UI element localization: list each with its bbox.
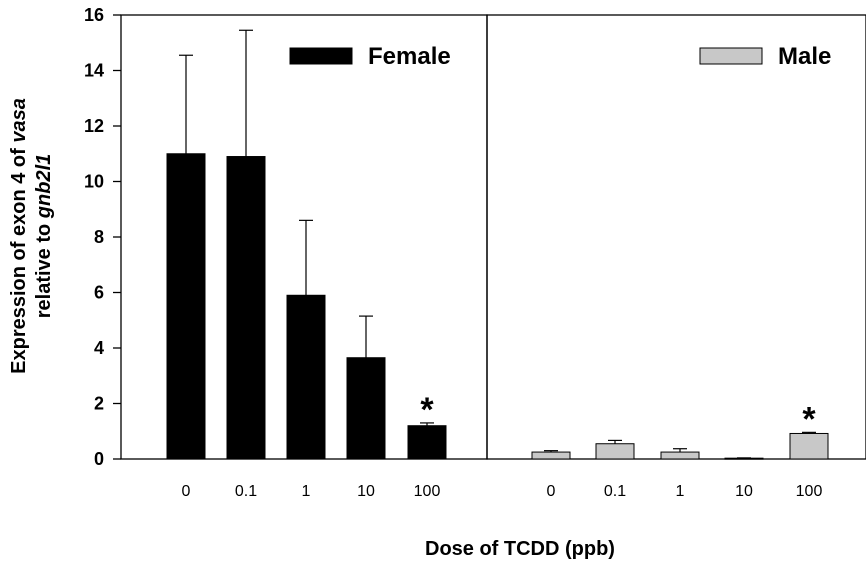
y-tick-label: 2 <box>94 394 104 414</box>
x-tick-label: 0.1 <box>604 483 626 500</box>
legend-swatch-female <box>289 47 353 65</box>
bar-female-0 <box>166 153 206 460</box>
bar-male-1 <box>660 451 700 460</box>
bar-female-10 <box>346 357 386 460</box>
bar-male-0 <box>531 451 571 460</box>
x-axis-label: Dose of TCDD (ppb) <box>425 538 615 560</box>
y-tick-label: 8 <box>94 227 104 247</box>
y-tick-label: 16 <box>84 5 104 25</box>
bar-male-0.1 <box>595 443 635 460</box>
bars-group: * * <box>166 29 829 460</box>
panel-frame-1 <box>486 14 866 460</box>
x-axis-ticks: 0 0.1 1 10 100 0 0.1 1 10 100 <box>182 483 823 500</box>
bar-male-100 <box>789 432 829 460</box>
x-tick-label: 10 <box>735 483 753 500</box>
y-tick-label: 0 <box>94 449 104 469</box>
legend-swatch-male <box>699 47 763 65</box>
legends: Female Male <box>289 43 831 70</box>
y-tick-label: 14 <box>84 61 104 81</box>
legend-label-female: Female <box>368 43 451 70</box>
x-tick-label: 0.1 <box>235 483 257 500</box>
x-tick-label: 10 <box>357 483 375 500</box>
bar-female-1 <box>286 294 326 460</box>
x-tick-label: 100 <box>414 483 441 500</box>
y-axis-label-line1: Expression of exon 4 of vasa <box>8 98 30 374</box>
y-axis: 0 2 4 6 8 10 12 14 16 <box>84 5 121 469</box>
legend-label-male: Male <box>778 43 831 70</box>
y-tick-label: 12 <box>84 116 104 136</box>
y-tick-label: 10 <box>84 172 104 192</box>
x-tick-label: 1 <box>676 483 685 500</box>
significance-marker: * <box>420 391 434 429</box>
y-tick-label: 6 <box>94 283 104 303</box>
y-tick-label: 4 <box>94 338 104 358</box>
x-tick-label: 0 <box>182 483 191 500</box>
significance-marker: * <box>802 400 816 438</box>
x-tick-label: 100 <box>796 483 823 500</box>
y-axis-label-line2: relative to gnb2l1 <box>33 154 55 319</box>
bar-female-100 <box>407 425 447 460</box>
x-tick-label: 1 <box>302 483 311 500</box>
bar-female-0.1 <box>226 156 266 460</box>
x-tick-label: 0 <box>547 483 556 500</box>
